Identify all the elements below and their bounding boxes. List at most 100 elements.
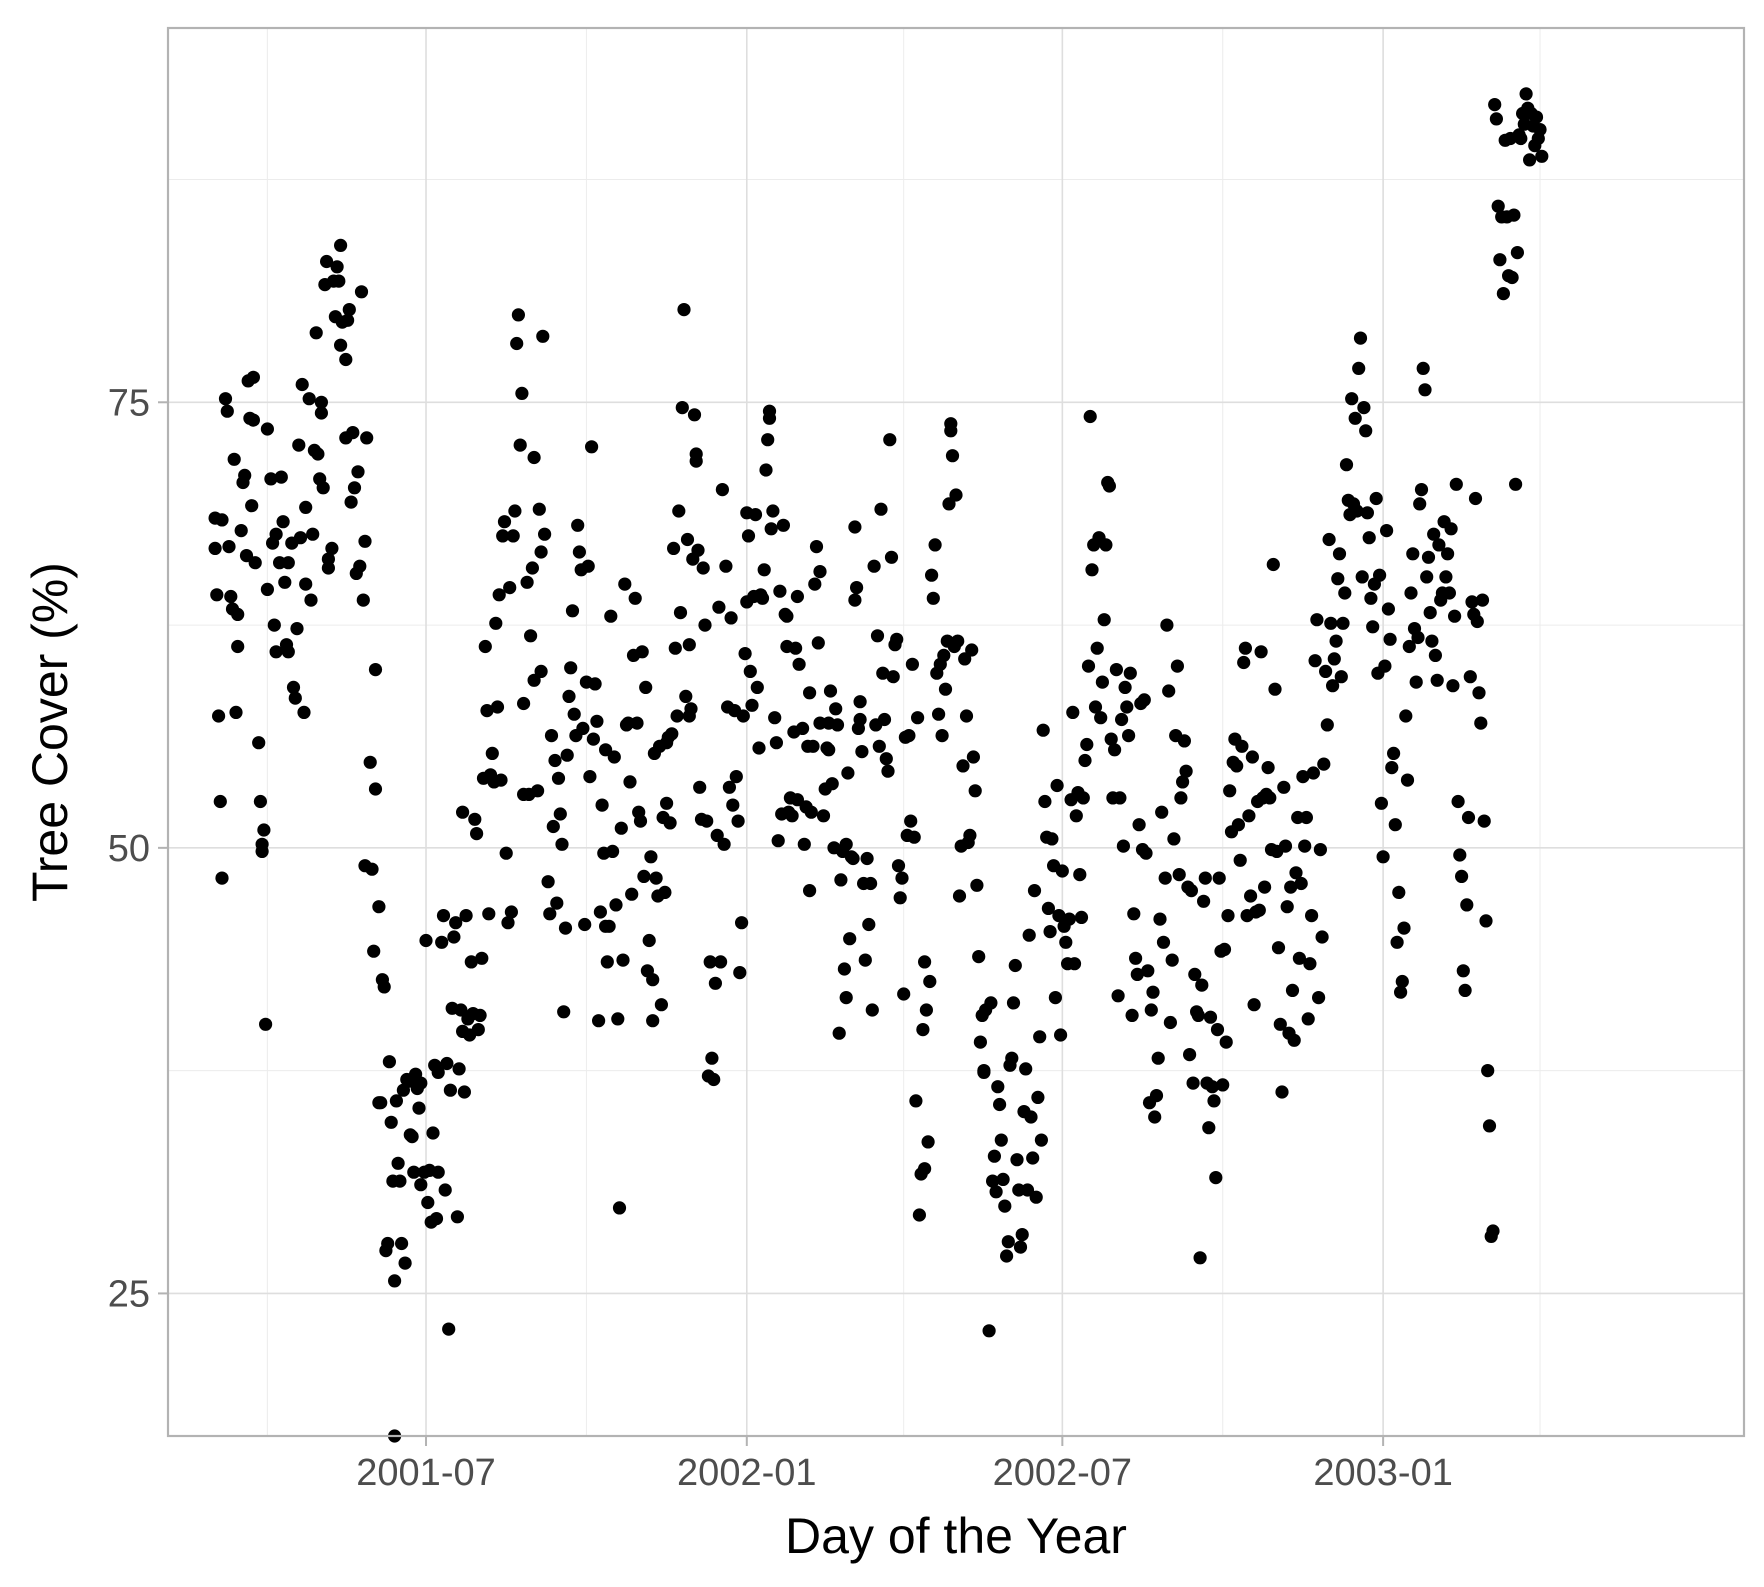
data-point-644 bbox=[1292, 951, 1306, 965]
data-point-351 bbox=[792, 657, 806, 671]
data-point-120 bbox=[407, 1165, 421, 1179]
data-point-670 bbox=[1338, 586, 1352, 600]
data-point-597 bbox=[1210, 1023, 1225, 1037]
data-point-98 bbox=[372, 900, 386, 914]
data-point-562 bbox=[1149, 1089, 1164, 1103]
data-point-668 bbox=[1334, 670, 1348, 684]
data-point-438 bbox=[935, 729, 949, 743]
data-point-527 bbox=[1088, 700, 1103, 714]
data-point-634 bbox=[1275, 1085, 1289, 1099]
data-point-141 bbox=[443, 1083, 457, 1097]
data-point-375 bbox=[832, 1026, 846, 1040]
data-point-414 bbox=[895, 871, 909, 885]
data-point-236 bbox=[606, 844, 620, 859]
data-point-587 bbox=[1193, 1251, 1207, 1265]
data-point-131 bbox=[426, 1126, 440, 1140]
data-point-69 bbox=[321, 552, 335, 566]
major-gridlines bbox=[168, 28, 1744, 1436]
data-point-452 bbox=[958, 652, 972, 666]
data-point-63 bbox=[314, 406, 328, 420]
data-point-5 bbox=[215, 871, 229, 885]
data-point-656 bbox=[1313, 843, 1327, 857]
data-point-433 bbox=[926, 591, 940, 605]
data-point-415 bbox=[897, 987, 911, 1001]
data-point-290 bbox=[693, 780, 707, 794]
data-point-216 bbox=[572, 545, 587, 559]
data-point-91 bbox=[358, 534, 372, 548]
data-point-212 bbox=[565, 604, 580, 618]
data-point-686 bbox=[1366, 620, 1380, 634]
data-point-13 bbox=[229, 705, 243, 720]
data-point-653 bbox=[1308, 654, 1322, 668]
data-point-613 bbox=[1238, 641, 1252, 655]
data-point-695 bbox=[1381, 602, 1395, 616]
data-point-191 bbox=[527, 450, 541, 465]
x-axis-title: Day of the Year bbox=[785, 1508, 1127, 1564]
data-point-409 bbox=[886, 670, 900, 684]
data-point-541 bbox=[1113, 791, 1127, 805]
data-point-651 bbox=[1305, 909, 1319, 923]
data-point-630 bbox=[1268, 682, 1282, 696]
data-point-294 bbox=[700, 814, 714, 828]
data-point-635 bbox=[1277, 780, 1291, 794]
data-point-459 bbox=[970, 878, 984, 892]
data-point-361 bbox=[809, 540, 824, 554]
data-point-560 bbox=[1146, 985, 1160, 999]
data-point-655 bbox=[1312, 991, 1326, 1005]
data-point-647 bbox=[1298, 839, 1312, 853]
data-point-697 bbox=[1385, 761, 1399, 775]
data-point-246 bbox=[623, 775, 637, 789]
data-point-257 bbox=[642, 933, 656, 948]
x-tick-label-2: 2002-07 bbox=[993, 1452, 1132, 1494]
data-point-617 bbox=[1245, 750, 1259, 764]
data-point-717 bbox=[1420, 570, 1434, 584]
data-point-669 bbox=[1336, 616, 1350, 630]
data-point-33 bbox=[260, 422, 274, 436]
data-point-751 bbox=[1479, 914, 1493, 928]
data-point-575 bbox=[1172, 868, 1186, 882]
data-point-705 bbox=[1399, 709, 1413, 723]
data-point-293 bbox=[698, 618, 712, 632]
data-point-138 bbox=[438, 1183, 452, 1197]
data-point-316 bbox=[738, 647, 752, 661]
data-point-586 bbox=[1191, 1008, 1205, 1023]
data-point-309 bbox=[726, 798, 740, 812]
data-point-281 bbox=[680, 532, 695, 547]
data-point-215 bbox=[571, 518, 585, 532]
data-point-145 bbox=[450, 1210, 464, 1224]
data-point-111 bbox=[391, 1156, 405, 1170]
data-point-38 bbox=[269, 527, 283, 541]
data-point-247 bbox=[625, 887, 639, 901]
y-axis-tick-labels: 25 50 75 bbox=[108, 382, 150, 1315]
data-point-467 bbox=[984, 996, 998, 1010]
data-point-156 bbox=[468, 812, 482, 826]
data-point-746 bbox=[1470, 614, 1484, 629]
data-point-84 bbox=[347, 481, 362, 495]
data-point-158 bbox=[471, 1023, 485, 1037]
data-point-53 bbox=[297, 705, 311, 720]
data-point-338 bbox=[773, 584, 787, 598]
data-point-47 bbox=[286, 680, 301, 695]
data-point-396 bbox=[864, 876, 878, 891]
data-point-32 bbox=[260, 582, 274, 597]
data-point-637 bbox=[1280, 900, 1294, 914]
data-point-94 bbox=[365, 862, 379, 876]
data-point-533 bbox=[1099, 538, 1113, 552]
data-point-589 bbox=[1197, 894, 1211, 908]
data-point-74 bbox=[332, 274, 346, 288]
data-point-430 bbox=[921, 1135, 935, 1149]
data-point-611 bbox=[1235, 739, 1249, 753]
data-point-160 bbox=[475, 951, 489, 965]
data-point-747 bbox=[1472, 686, 1486, 700]
data-point-466 bbox=[982, 1324, 996, 1338]
data-point-31 bbox=[259, 1017, 273, 1031]
data-point-732 bbox=[1446, 679, 1460, 693]
data-point-733 bbox=[1448, 609, 1462, 623]
data-point-649 bbox=[1301, 1012, 1315, 1026]
data-point-512 bbox=[1062, 912, 1076, 926]
data-point-228 bbox=[593, 905, 608, 919]
data-point-42 bbox=[278, 575, 292, 589]
data-point-272 bbox=[665, 727, 679, 741]
data-point-516 bbox=[1069, 809, 1083, 823]
data-point-736 bbox=[1453, 848, 1467, 862]
